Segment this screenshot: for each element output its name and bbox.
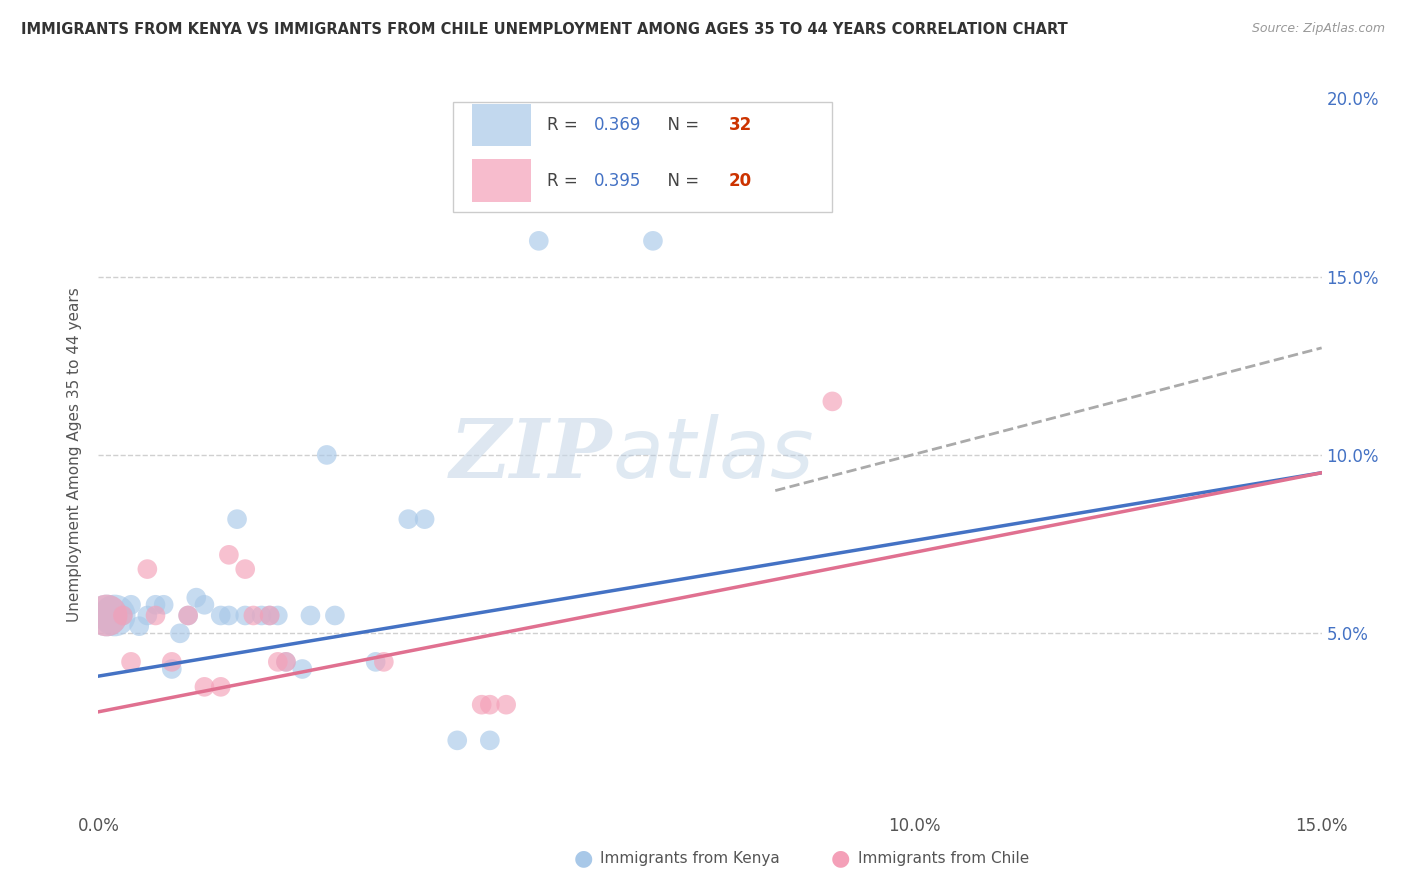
Text: R =: R = — [547, 171, 583, 189]
Text: 0.395: 0.395 — [593, 171, 641, 189]
Point — [145, 608, 167, 623]
Text: R =: R = — [547, 116, 583, 134]
Point — [267, 608, 290, 623]
Point — [120, 655, 142, 669]
Text: 0.369: 0.369 — [593, 116, 641, 134]
Point — [250, 608, 273, 623]
Point — [291, 662, 314, 676]
Text: 20: 20 — [728, 171, 751, 189]
Point — [233, 608, 256, 623]
Text: Immigrants from Kenya: Immigrants from Kenya — [600, 851, 780, 865]
Text: ZIP: ZIP — [450, 415, 612, 495]
Point — [274, 655, 297, 669]
Point — [145, 598, 167, 612]
Point — [373, 655, 395, 669]
Point — [446, 733, 468, 747]
Point — [315, 448, 337, 462]
Point — [413, 512, 436, 526]
Point — [478, 733, 501, 747]
Point — [160, 655, 183, 669]
Point — [396, 512, 419, 526]
Text: 32: 32 — [728, 116, 752, 134]
Point — [218, 548, 240, 562]
FancyBboxPatch shape — [471, 160, 531, 202]
Point — [209, 608, 232, 623]
Point — [226, 512, 249, 526]
Point — [299, 608, 322, 623]
Point — [527, 234, 550, 248]
Point — [96, 608, 118, 623]
Point — [160, 662, 183, 676]
FancyBboxPatch shape — [471, 103, 531, 146]
Point — [209, 680, 232, 694]
Point — [120, 598, 142, 612]
Point — [233, 562, 256, 576]
Point — [259, 608, 281, 623]
Point — [177, 608, 200, 623]
Text: ●: ● — [831, 848, 851, 868]
Text: Immigrants from Chile: Immigrants from Chile — [858, 851, 1029, 865]
Point — [111, 608, 134, 623]
Point — [136, 608, 159, 623]
Point — [96, 608, 118, 623]
Point — [193, 598, 215, 612]
Text: IMMIGRANTS FROM KENYA VS IMMIGRANTS FROM CHILE UNEMPLOYMENT AMONG AGES 35 TO 44 : IMMIGRANTS FROM KENYA VS IMMIGRANTS FROM… — [21, 22, 1067, 37]
Text: Source: ZipAtlas.com: Source: ZipAtlas.com — [1251, 22, 1385, 36]
Point — [218, 608, 240, 623]
Point — [821, 394, 844, 409]
Point — [641, 234, 664, 248]
Point — [152, 598, 174, 612]
Point — [177, 608, 200, 623]
Y-axis label: Unemployment Among Ages 35 to 44 years: Unemployment Among Ages 35 to 44 years — [67, 287, 83, 623]
Point — [471, 698, 494, 712]
Point — [364, 655, 387, 669]
Point — [259, 608, 281, 623]
Point — [267, 655, 290, 669]
Text: N =: N = — [658, 171, 704, 189]
Point — [186, 591, 208, 605]
Point — [128, 619, 150, 633]
Text: ●: ● — [574, 848, 593, 868]
Point — [274, 655, 297, 669]
Point — [323, 608, 346, 623]
Point — [169, 626, 191, 640]
Point — [111, 608, 134, 623]
Point — [478, 698, 501, 712]
Point — [104, 608, 127, 623]
Point — [242, 608, 264, 623]
Point — [193, 680, 215, 694]
Text: N =: N = — [658, 116, 704, 134]
Point — [495, 698, 517, 712]
Point — [136, 562, 159, 576]
FancyBboxPatch shape — [453, 102, 832, 212]
Text: atlas: atlas — [612, 415, 814, 495]
